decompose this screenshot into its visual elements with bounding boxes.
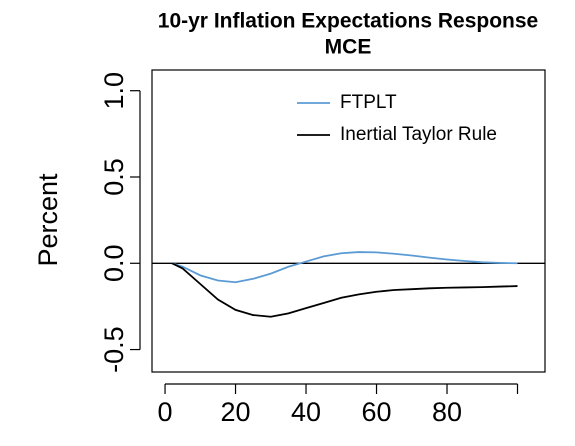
plot-frame xyxy=(151,69,546,373)
y-tick-label: 1.0 xyxy=(99,72,129,110)
series-line xyxy=(171,262,518,318)
series-line xyxy=(171,251,518,284)
chart-title: 10-yr Inflation Expectations Response xyxy=(158,10,538,33)
legend-label: Inertial Taylor Rule xyxy=(340,124,497,145)
y-tick-label: 0.5 xyxy=(99,158,129,196)
x-tick-label: 40 xyxy=(291,397,321,427)
y-axis-label: Percent xyxy=(33,173,63,267)
legend-label: FTPLT xyxy=(340,92,397,113)
chart-subtitle: MCE xyxy=(325,36,372,59)
x-tick-label: 20 xyxy=(221,397,251,427)
x-tick-label: 60 xyxy=(361,397,391,427)
y-tick-label: -0.5 xyxy=(99,326,129,373)
x-tick-label: 0 xyxy=(158,397,173,427)
x-tick-label: 80 xyxy=(432,397,462,427)
y-tick-label: 0.0 xyxy=(99,245,129,283)
